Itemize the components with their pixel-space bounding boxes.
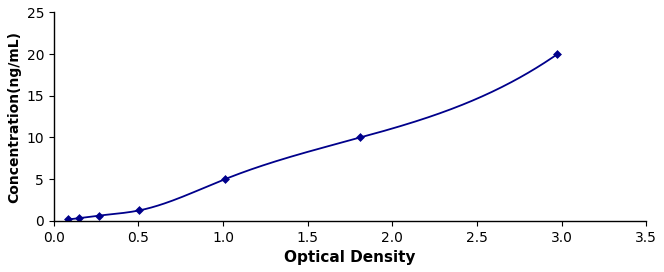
Point <box>552 52 563 56</box>
Point <box>134 208 145 212</box>
Point <box>355 135 366 140</box>
Point <box>74 216 84 220</box>
Point <box>94 214 104 218</box>
Point <box>62 217 73 222</box>
X-axis label: Optical Density: Optical Density <box>284 250 416 265</box>
Y-axis label: Concentration(ng/mL): Concentration(ng/mL) <box>7 31 21 203</box>
Point <box>220 177 230 181</box>
